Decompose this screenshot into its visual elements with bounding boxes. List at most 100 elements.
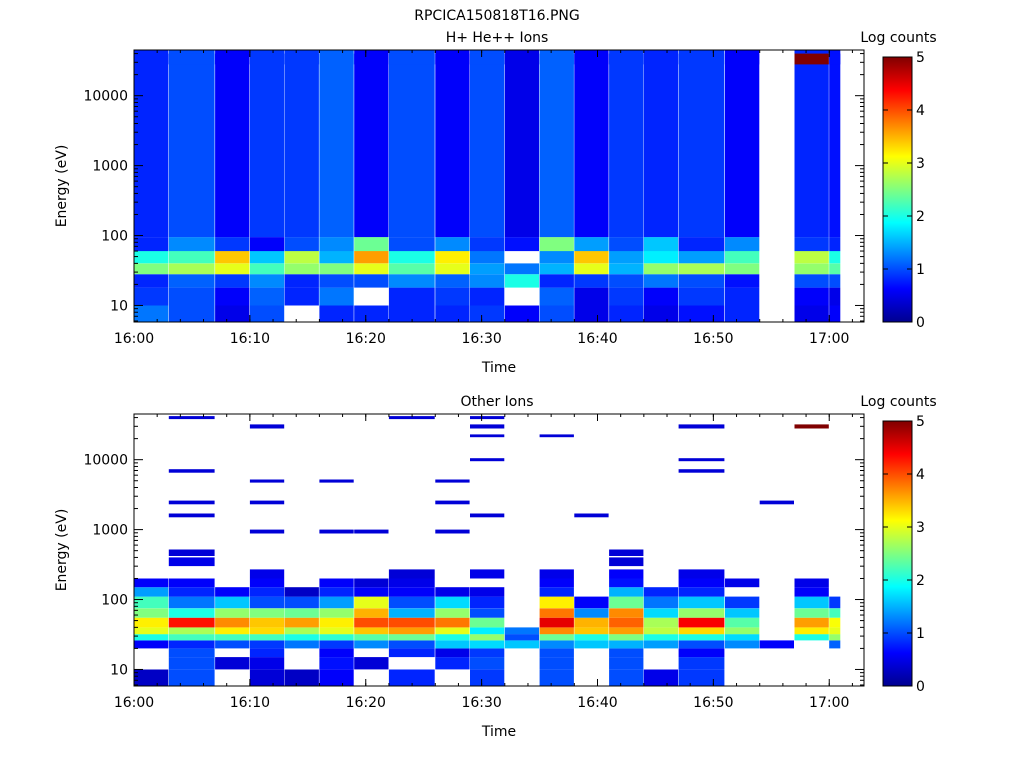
heatmap-cell <box>134 634 169 641</box>
heatmap-cell <box>134 669 169 686</box>
heatmap-cell <box>354 596 389 609</box>
heatmap-cell <box>354 251 389 264</box>
heatmap-cell <box>794 50 829 238</box>
heatmap-cell <box>470 569 505 579</box>
colorbar: 0 1 2 3 4 5 <box>882 50 925 331</box>
heatmap-cell <box>284 263 319 275</box>
heatmap-cell <box>759 640 794 649</box>
heatmap-cell <box>574 251 609 264</box>
colorbar: 0 1 2 3 4 5 <box>882 414 925 695</box>
heatmap-cell <box>319 578 354 588</box>
x-tick-label: 16:00 <box>114 695 154 711</box>
heatmap-cell <box>168 513 215 518</box>
heatmap-cell <box>794 251 829 264</box>
heatmap-cell <box>470 513 505 518</box>
heatmap-cell <box>249 578 285 588</box>
heatmap-cell <box>134 587 169 597</box>
heatmap-cell <box>284 669 319 686</box>
heatmap-cell <box>354 608 389 618</box>
heatmap-cell <box>829 627 841 635</box>
heatmap-cell <box>539 627 574 635</box>
colorbar-tick-label: 1 <box>916 626 925 642</box>
heatmap-cell <box>284 587 319 597</box>
heatmap-cell <box>678 251 725 264</box>
heatmap-cell <box>388 50 435 238</box>
heatmap-cell <box>435 529 470 534</box>
heatmap-cell <box>168 587 215 597</box>
heatmap-cell <box>470 50 505 238</box>
heatmap-cell <box>354 237 389 252</box>
heatmap-cell <box>678 424 725 429</box>
heatmap-cell <box>678 237 725 252</box>
heatmap-cell <box>435 640 470 649</box>
heatmap-cell <box>643 669 679 686</box>
heatmap-cell <box>574 274 609 288</box>
heatmap-cell <box>388 596 435 609</box>
heatmap-cell <box>678 608 725 618</box>
heatmap-cell <box>388 251 435 264</box>
heatmap-cell <box>249 669 285 686</box>
heatmap-cell <box>388 578 435 588</box>
heatmap-cell <box>435 287 470 306</box>
heatmap-cell <box>168 500 215 505</box>
heatmap-cell <box>794 237 829 252</box>
heatmap-cell <box>134 287 169 306</box>
panel-title: Other Ions <box>460 394 533 410</box>
heatmap-cell <box>284 274 319 288</box>
heatmap-cell <box>794 617 829 628</box>
heatmap-cell <box>284 634 319 641</box>
colorbar-label: Log counts <box>860 394 936 410</box>
heatmap-cell <box>435 596 470 609</box>
heatmap-cell <box>470 237 505 252</box>
heatmap-cell <box>574 287 609 306</box>
heatmap-cell <box>643 617 679 628</box>
y-axis-label: Energy (eV) <box>54 145 70 228</box>
heatmap-cell <box>435 627 470 635</box>
heatmap-cell <box>388 608 435 618</box>
heatmap-cell <box>539 237 574 252</box>
heatmap-cell <box>504 53 540 65</box>
heatmap-cell <box>354 578 389 588</box>
heatmap-cell <box>539 274 574 288</box>
heatmap-cell <box>215 608 250 618</box>
heatmap-cell <box>134 578 169 588</box>
heatmap-cell <box>354 617 389 628</box>
heatmap-cell <box>574 596 609 609</box>
heatmap-cell <box>829 596 841 609</box>
heatmap-cell <box>319 251 354 264</box>
heatmap-cell <box>609 263 644 275</box>
x-tick-label: 17:00 <box>809 695 849 711</box>
x-tick-label: 16:20 <box>346 331 386 347</box>
x-axis-label: Time <box>481 724 516 740</box>
heatmap-cell <box>354 587 389 597</box>
heatmap-cell <box>354 305 389 322</box>
heatmap-cell <box>388 640 435 649</box>
heatmap-cell <box>215 263 250 275</box>
heatmap-cell <box>168 617 215 628</box>
heatmap-cell <box>354 274 389 288</box>
heatmap-cell <box>574 617 609 628</box>
heatmap-cell <box>354 53 389 65</box>
panel-title: H+ He++ Ions <box>446 30 549 46</box>
heatmap-cell <box>388 569 435 579</box>
heatmap-cell <box>643 287 679 306</box>
axis-ticks: 16:00 16:10 16:20 16:30 16:40 16:50 17:00 10 100… <box>83 50 864 347</box>
heatmap-cell <box>215 237 250 252</box>
heatmap-cell <box>249 237 285 252</box>
axis-ticks: 16:00 16:10 16:20 16:30 16:40 16:50 17:00 10 100… <box>83 414 864 711</box>
x-tick-label: 16:10 <box>230 695 270 711</box>
heatmap-cell <box>643 251 679 264</box>
heatmap-cell <box>249 569 285 579</box>
heatmap-cell <box>319 53 354 65</box>
heatmap-cell <box>354 640 389 649</box>
heatmap-cell <box>470 274 505 288</box>
heatmap-cell <box>504 627 540 635</box>
heatmap-cell <box>609 596 644 609</box>
heatmap-cell <box>678 587 725 597</box>
heatmap-cell <box>609 53 644 65</box>
colorbar-gradient <box>882 420 913 687</box>
heatmap-cell <box>829 617 841 628</box>
heatmap-cell <box>215 587 250 597</box>
heatmap-cell <box>470 416 505 420</box>
colorbar-tick-label: 2 <box>916 573 925 589</box>
